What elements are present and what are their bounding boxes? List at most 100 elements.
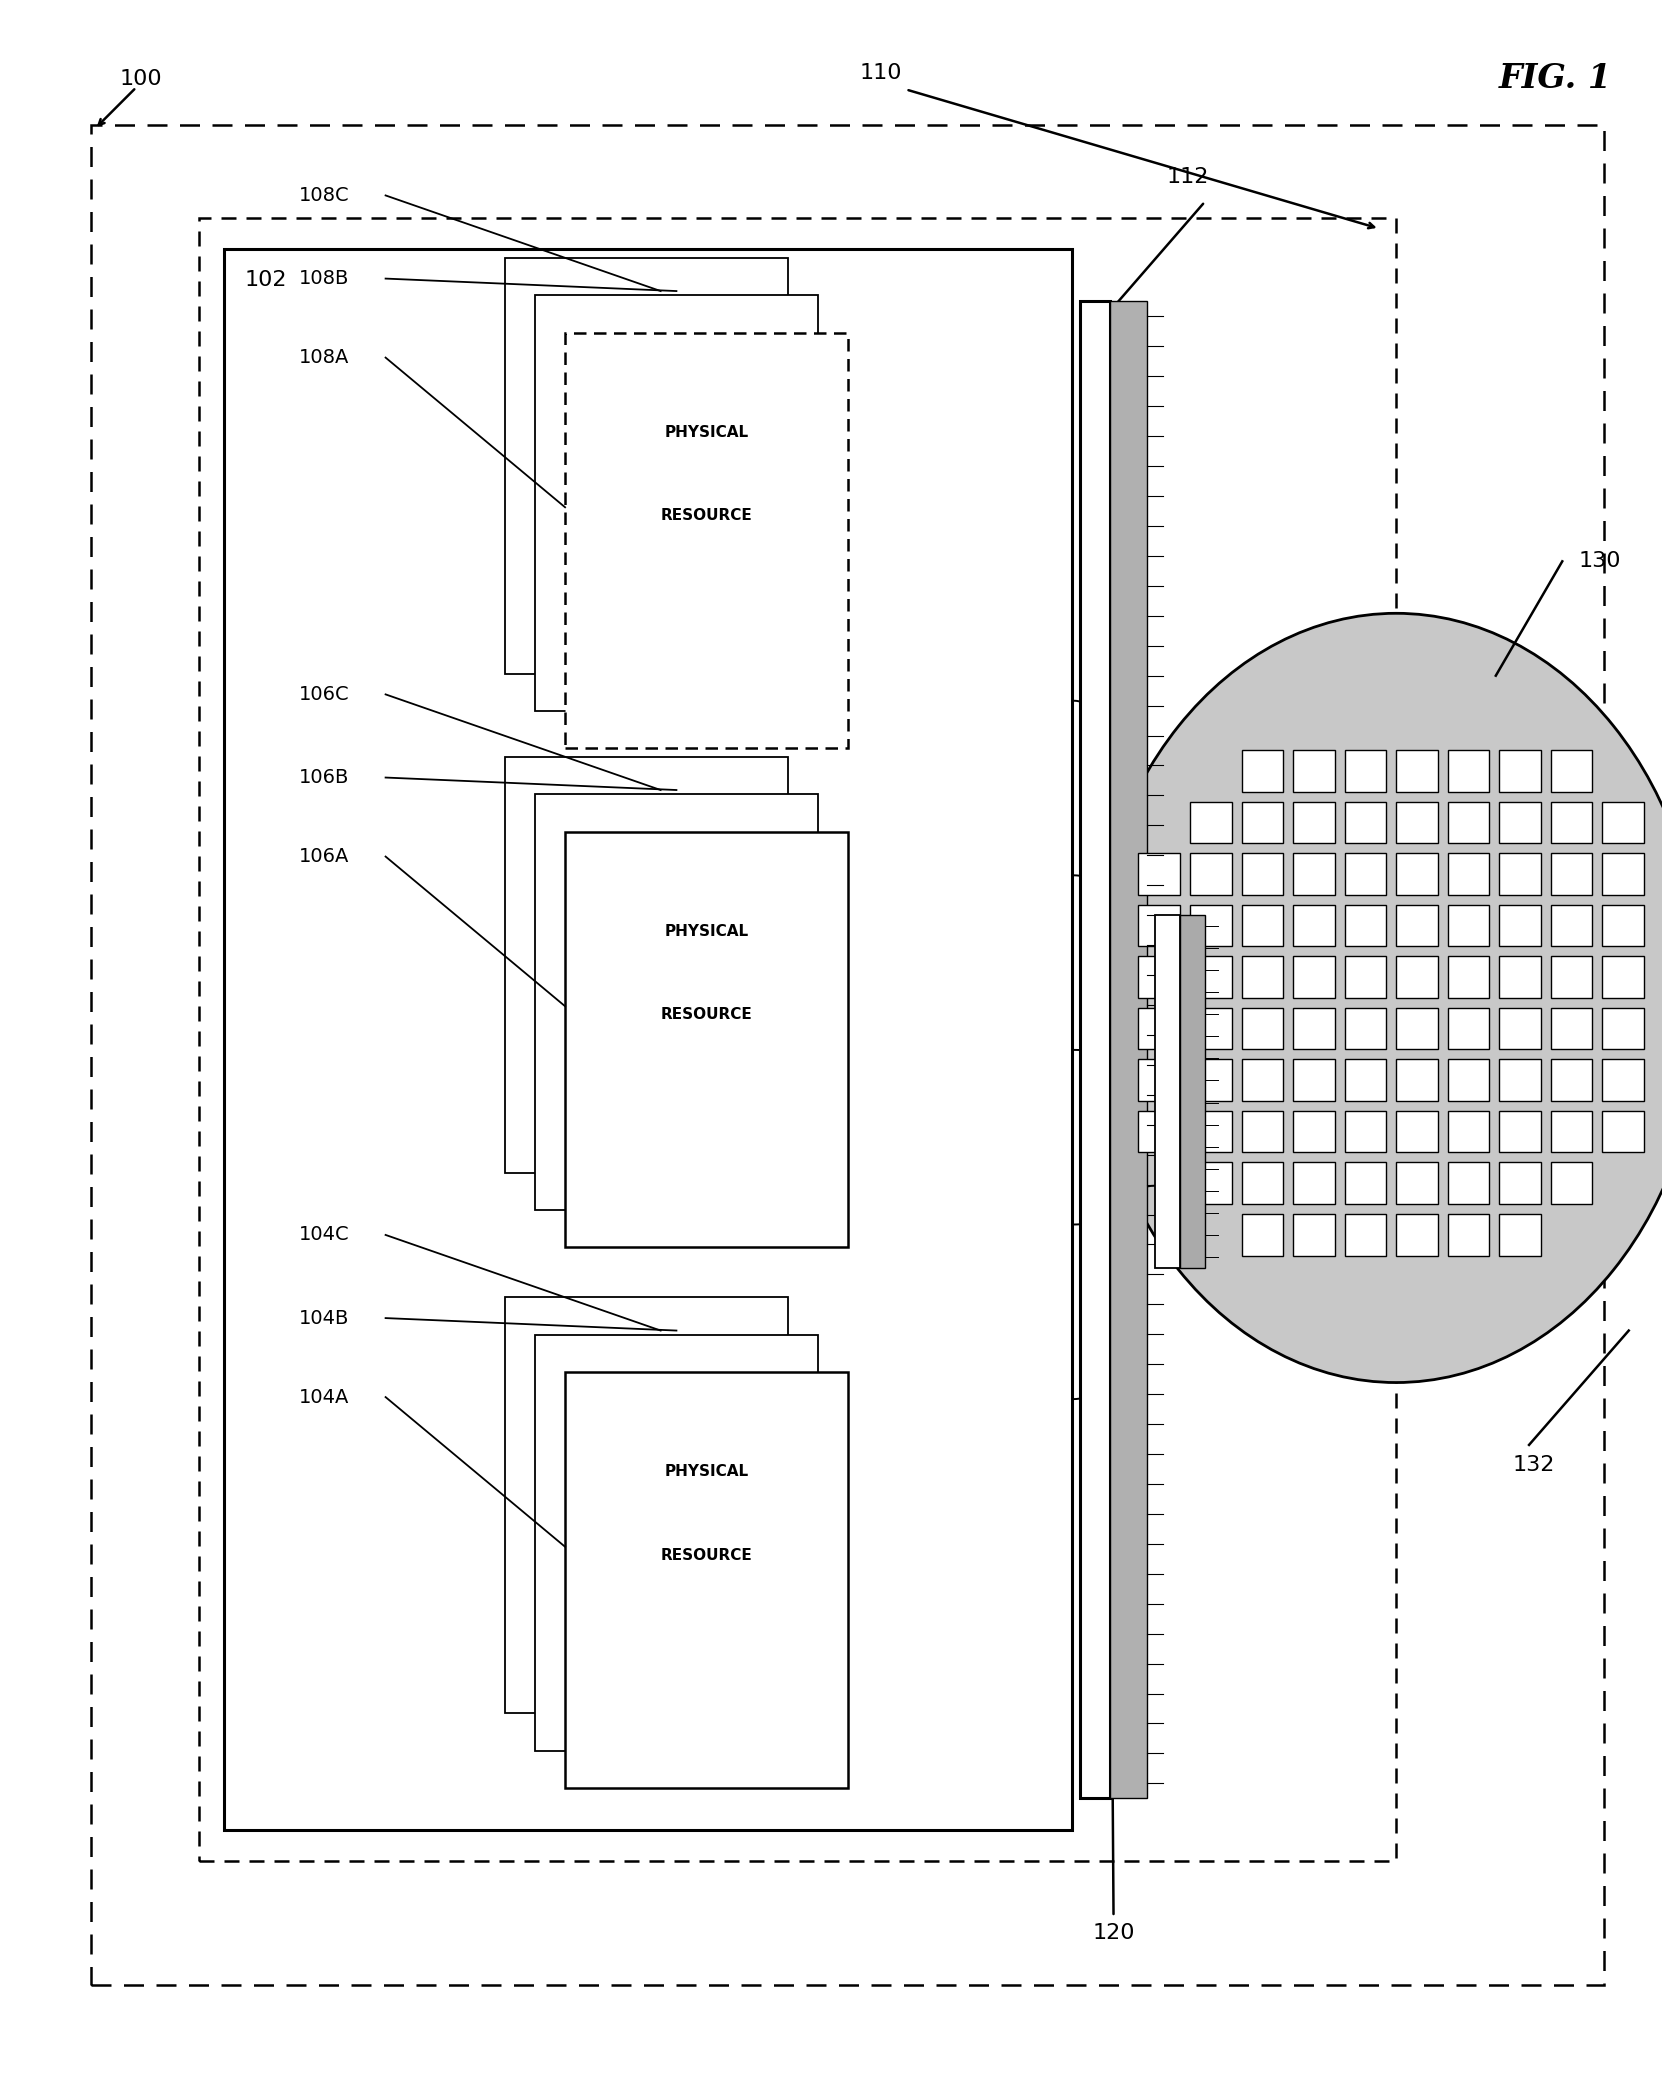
Bar <box>1345 802 1386 844</box>
Bar <box>1190 1162 1232 1204</box>
Bar <box>1080 301 1110 1798</box>
Bar <box>1602 852 1644 894</box>
Bar <box>1242 1162 1283 1204</box>
Bar <box>1551 1162 1592 1204</box>
Bar <box>1551 1060 1592 1102</box>
Bar <box>1499 1008 1541 1050</box>
Bar <box>1242 802 1283 844</box>
Bar <box>1551 904 1592 946</box>
Bar <box>1242 1008 1283 1050</box>
Bar <box>1499 802 1541 844</box>
Text: 108B: 108B <box>299 268 349 289</box>
Text: PHYSICAL: PHYSICAL <box>665 424 748 441</box>
Text: RESOURCE: RESOURCE <box>660 507 753 524</box>
Text: 112: 112 <box>1167 166 1208 187</box>
Bar <box>1448 802 1489 844</box>
Bar <box>1499 1060 1541 1102</box>
Bar <box>1293 1008 1335 1050</box>
Text: 108A: 108A <box>299 347 349 368</box>
Bar <box>1499 904 1541 946</box>
Bar <box>1602 1060 1644 1102</box>
Bar <box>1345 1162 1386 1204</box>
Bar <box>1110 301 1147 1798</box>
Bar <box>1345 751 1386 792</box>
Bar <box>1242 1110 1283 1152</box>
Bar <box>1499 852 1541 894</box>
Bar <box>1242 852 1283 894</box>
Text: PHYSICAL: PHYSICAL <box>665 923 748 940</box>
Bar <box>1448 1060 1489 1102</box>
Bar <box>1396 1110 1438 1152</box>
Bar <box>1499 1162 1541 1204</box>
Bar <box>1190 1060 1232 1102</box>
Text: 108C: 108C <box>299 185 349 206</box>
Text: 104A: 104A <box>299 1387 349 1407</box>
Bar <box>1190 852 1232 894</box>
Bar <box>1499 751 1541 792</box>
Bar <box>1242 956 1283 998</box>
Bar <box>1551 1110 1592 1152</box>
Bar <box>1242 1060 1283 1102</box>
Bar <box>1448 904 1489 946</box>
Bar <box>1448 852 1489 894</box>
Bar <box>1396 751 1438 792</box>
Bar <box>1551 852 1592 894</box>
Bar <box>1293 802 1335 844</box>
Text: 132: 132 <box>1512 1455 1554 1476</box>
Bar <box>505 1297 788 1713</box>
Bar <box>1551 751 1592 792</box>
Bar <box>1138 1008 1180 1050</box>
Bar <box>1345 956 1386 998</box>
Bar <box>1293 956 1335 998</box>
Bar <box>1190 1008 1232 1050</box>
Bar <box>1499 956 1541 998</box>
Bar <box>565 832 848 1247</box>
Bar <box>1448 1008 1489 1050</box>
Bar <box>1190 956 1232 998</box>
Bar <box>1448 956 1489 998</box>
Bar <box>1155 915 1180 1268</box>
Text: FIG. 1: FIG. 1 <box>1499 62 1612 96</box>
Bar <box>1190 1110 1232 1152</box>
Bar <box>1190 904 1232 946</box>
Text: 130: 130 <box>1579 551 1622 572</box>
Bar <box>1345 1110 1386 1152</box>
Bar <box>1396 1162 1438 1204</box>
Bar <box>1345 1008 1386 1050</box>
Bar <box>1602 1008 1644 1050</box>
Bar <box>1345 1060 1386 1102</box>
Text: 122: 122 <box>1225 769 1266 790</box>
Bar <box>1499 1214 1541 1256</box>
Bar <box>535 794 818 1210</box>
Bar <box>1602 1110 1644 1152</box>
Bar <box>1242 904 1283 946</box>
Bar <box>1499 1110 1541 1152</box>
Bar <box>1138 1060 1180 1102</box>
Bar <box>1396 852 1438 894</box>
Bar <box>535 295 818 711</box>
Bar <box>565 1372 848 1788</box>
Text: RESOURCE: RESOURCE <box>660 1006 753 1023</box>
Text: 106C: 106C <box>299 684 349 705</box>
Bar <box>1396 1060 1438 1102</box>
Text: 104C: 104C <box>299 1225 349 1245</box>
Bar <box>1396 1008 1438 1050</box>
Bar <box>1396 1214 1438 1256</box>
Text: RESOURCE: RESOURCE <box>660 1547 753 1563</box>
Bar <box>199 218 1396 1861</box>
Bar <box>1293 852 1335 894</box>
Text: 102: 102 <box>244 270 288 291</box>
Text: 106B: 106B <box>299 767 349 788</box>
Bar <box>1551 956 1592 998</box>
Bar <box>1242 751 1283 792</box>
Bar <box>1551 1008 1592 1050</box>
Bar <box>1448 1162 1489 1204</box>
Bar <box>1293 1110 1335 1152</box>
Bar <box>1396 956 1438 998</box>
Bar <box>505 757 788 1173</box>
Text: 100: 100 <box>120 69 163 89</box>
Bar <box>224 249 1072 1830</box>
Bar <box>1138 904 1180 946</box>
Bar <box>1396 802 1438 844</box>
Bar <box>1345 852 1386 894</box>
